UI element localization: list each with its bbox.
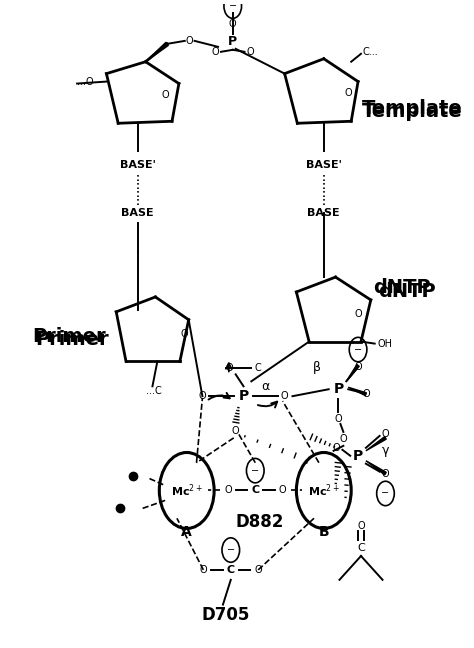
Text: C: C [357,543,365,553]
Text: Primer: Primer [35,330,109,349]
Text: O: O [181,329,189,339]
Text: O: O [232,426,239,436]
Text: OH: OH [378,339,392,349]
Text: B: B [319,525,329,539]
Text: BASE': BASE' [306,160,342,170]
Text: O: O [357,521,365,531]
Polygon shape [348,388,366,395]
Text: −: − [354,345,362,354]
Polygon shape [366,461,386,475]
Text: O: O [229,19,237,29]
Text: O: O [354,309,362,319]
Text: Template: Template [362,102,462,121]
Text: D705: D705 [202,605,250,623]
Text: −: − [382,489,390,498]
Polygon shape [146,42,168,62]
Text: O: O [362,389,370,399]
Text: O: O [211,47,219,57]
Polygon shape [366,437,386,451]
Text: O: O [335,414,342,424]
Text: Template: Template [362,99,462,118]
Text: −: − [228,1,237,11]
Text: O: O [255,565,262,575]
Text: BASE: BASE [121,207,154,218]
Text: Mc$^{2+}$: Mc$^{2+}$ [171,482,203,499]
Text: O: O [225,364,233,373]
Text: C...: C... [363,47,379,57]
Text: O: O [199,391,206,401]
Text: −: − [251,466,259,476]
Text: γ: γ [382,445,389,457]
Text: O: O [200,565,207,575]
Text: P: P [353,449,363,463]
Polygon shape [346,365,359,381]
Text: C: C [255,364,262,373]
Text: O: O [161,91,169,100]
Text: dNTP: dNTP [378,283,436,301]
Text: O: O [279,485,286,496]
Text: O: O [339,434,347,444]
Text: A: A [182,525,192,539]
Text: O: O [333,443,340,453]
Text: O: O [345,89,352,98]
Text: D882: D882 [236,513,284,531]
Text: P: P [238,389,249,403]
Text: dNTP: dNTP [374,277,431,297]
Text: Primer: Primer [32,327,106,346]
Text: P: P [333,382,344,396]
Text: BASE: BASE [308,207,340,218]
Text: O: O [186,36,193,46]
Text: O: O [382,429,389,439]
Text: −: − [227,545,235,555]
Text: ...C: ...C [146,386,161,396]
Text: BASE': BASE' [120,160,155,170]
Text: O: O [224,485,232,496]
Text: O: O [246,47,254,57]
Text: O: O [354,362,362,373]
Text: Mc$^{2+}$: Mc$^{2+}$ [308,482,340,499]
Text: ...O: ...O [77,76,94,87]
Text: α: α [261,380,269,393]
Text: C: C [251,485,259,496]
Text: β: β [313,361,321,374]
Text: O: O [382,469,389,479]
Text: P: P [228,36,237,49]
Text: C: C [227,565,235,575]
Text: O: O [281,391,289,401]
